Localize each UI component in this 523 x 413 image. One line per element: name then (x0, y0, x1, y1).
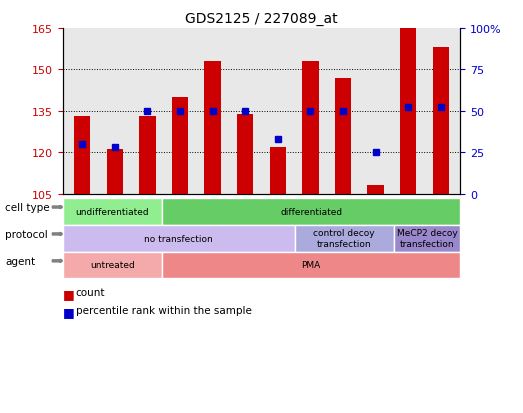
Bar (302, 62, 319, 194)
Text: ■: ■ (63, 306, 74, 318)
Bar (270, 147, 286, 194)
Bar (335, 78, 351, 194)
Text: PMA: PMA (302, 261, 321, 270)
Text: GDS2125 / 227089_at: GDS2125 / 227089_at (185, 12, 338, 26)
Bar (74, 117, 90, 194)
Text: protocol: protocol (5, 229, 48, 240)
Text: undifferentiated: undifferentiated (76, 207, 149, 216)
Text: control decoy
transfection: control decoy transfection (313, 229, 375, 248)
Text: differentiated: differentiated (280, 207, 342, 216)
Bar (172, 98, 188, 194)
Text: no transfection: no transfection (144, 234, 213, 243)
Bar (107, 150, 123, 194)
Text: percentile rank within the sample: percentile rank within the sample (76, 306, 252, 316)
Bar (204, 62, 221, 194)
Text: cell type: cell type (5, 202, 50, 213)
Text: count: count (76, 287, 105, 297)
Bar (237, 114, 253, 194)
Text: agent: agent (5, 256, 36, 266)
Text: untreated: untreated (90, 261, 135, 270)
Bar (433, 48, 449, 194)
Bar (367, 186, 384, 194)
Bar (139, 117, 156, 194)
Bar (400, 29, 416, 194)
Text: MeCP2 decoy
transfection: MeCP2 decoy transfection (397, 229, 458, 248)
Text: ■: ■ (63, 287, 74, 300)
